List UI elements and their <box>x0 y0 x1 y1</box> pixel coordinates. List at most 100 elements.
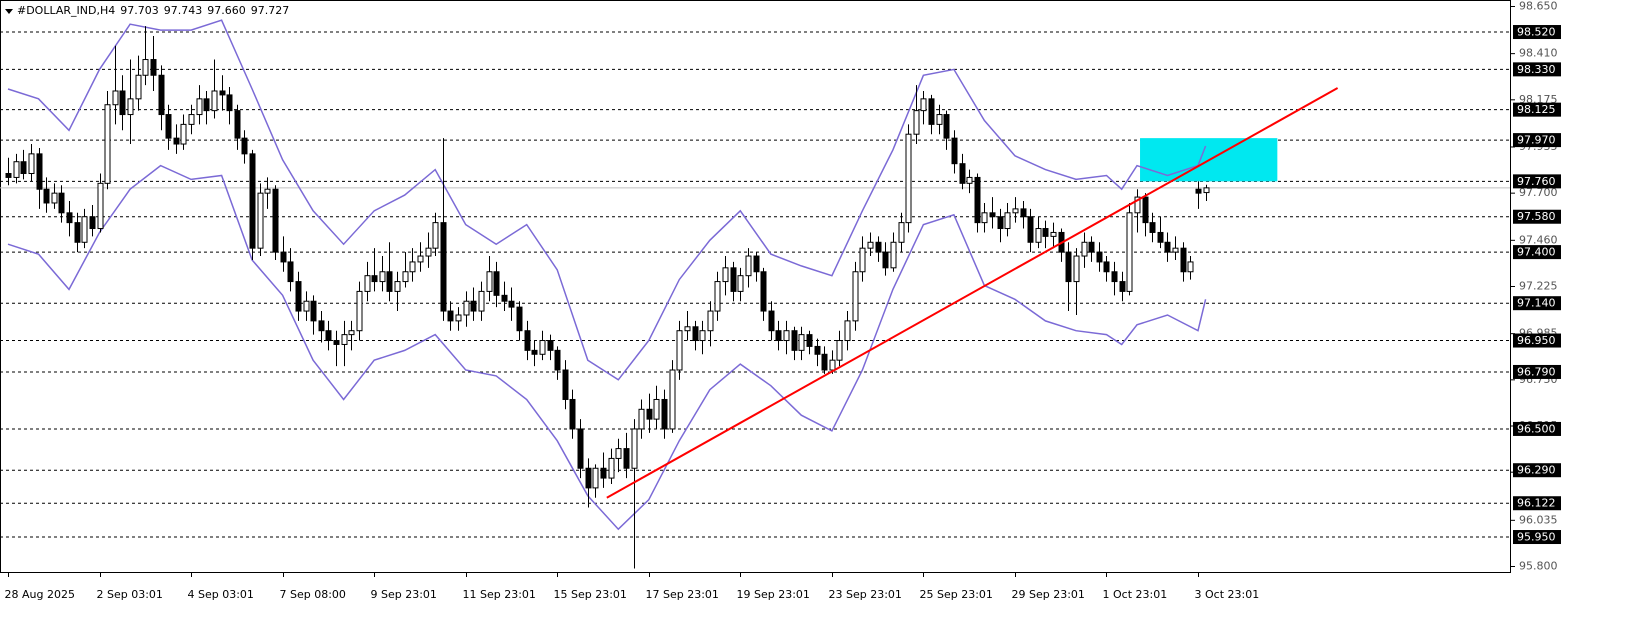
candle-body <box>173 137 180 145</box>
candle-body <box>981 212 988 224</box>
candle-body <box>234 110 241 139</box>
candle-body <box>684 326 691 332</box>
candle-body <box>203 98 210 112</box>
candle-body <box>226 94 233 112</box>
candle-body <box>440 222 447 312</box>
candle-body <box>951 137 958 165</box>
candle-body <box>20 161 27 175</box>
x-tick-label: 17 Sep 23:01 <box>646 588 719 601</box>
x-tick-label: 9 Sep 23:01 <box>371 588 437 601</box>
candle-body <box>81 216 88 243</box>
candle-body <box>783 330 790 342</box>
candle-body <box>165 114 172 139</box>
candle-body <box>142 59 149 76</box>
candle-body <box>661 398 668 430</box>
x-tick-label: 4 Sep 03:01 <box>188 588 254 601</box>
candle-body <box>737 275 744 292</box>
header-price: 97.743 <box>164 4 203 17</box>
y-tick-label: 97.225 <box>1519 279 1558 292</box>
candle-body <box>1149 222 1156 233</box>
candle-body <box>547 340 554 351</box>
level-label-box <box>1513 245 1561 260</box>
level-label: 96.500 <box>1517 422 1556 435</box>
x-tick-label: 19 Sep 23:01 <box>737 588 810 601</box>
candle-body <box>1050 231 1057 237</box>
candle-body <box>287 261 294 283</box>
candle-body <box>180 123 187 145</box>
level-label-box <box>1513 133 1561 148</box>
candle-body <box>348 330 355 336</box>
level-label-box <box>1513 25 1561 40</box>
candle-body <box>676 330 683 371</box>
candle-body <box>295 281 302 312</box>
level-label: 98.125 <box>1517 103 1556 116</box>
candle-body <box>974 176 981 224</box>
candle-body <box>859 247 866 273</box>
candle-body <box>913 110 920 135</box>
candle-body <box>867 241 874 249</box>
candle-body <box>569 398 576 430</box>
candle-body <box>638 408 645 430</box>
x-tick-label: 11 Sep 23:01 <box>463 588 536 601</box>
level-label-box <box>1513 209 1561 224</box>
x-tick-label: 23 Sep 23:01 <box>829 588 902 601</box>
candle-body <box>119 90 126 116</box>
candle-body <box>768 310 775 332</box>
candle-body <box>188 114 195 125</box>
candle-body <box>249 153 256 249</box>
level-label-box <box>1513 174 1561 189</box>
candle-body <box>997 216 1004 230</box>
candle-body <box>1172 247 1179 253</box>
candle-body <box>104 104 111 184</box>
candle-body <box>432 222 439 249</box>
level-label: 97.400 <box>1517 246 1556 259</box>
candle-body <box>379 271 386 283</box>
level-label: 97.580 <box>1517 210 1556 223</box>
x-tick-label: 3 Oct 23:01 <box>1195 588 1260 601</box>
candle-body <box>1027 216 1034 243</box>
candle-body <box>196 98 203 116</box>
candle-body <box>5 173 12 178</box>
candle-body <box>608 457 615 479</box>
level-label-box <box>1513 463 1561 478</box>
y-tick-label: 97.460 <box>1519 233 1558 246</box>
candle-body <box>310 300 317 322</box>
chart-header: #DOLLAR_IND,H4 97.703 97.743 97.660 97.727 <box>17 4 289 17</box>
candle-body <box>562 369 569 400</box>
candle-body <box>745 255 752 277</box>
candle-body <box>1081 241 1088 257</box>
level-label: 95.950 <box>1517 531 1556 544</box>
candle-body <box>852 271 859 322</box>
y-tick-label: 98.650 <box>1519 0 1558 12</box>
candle-body <box>531 349 538 355</box>
candle-body <box>730 267 737 292</box>
candle-body <box>882 251 889 269</box>
candle-body <box>1012 208 1019 214</box>
candle-body <box>364 275 371 292</box>
candle-body <box>890 241 897 269</box>
level-label: 97.760 <box>1517 175 1556 188</box>
x-tick-label: 28 Aug 2025 <box>5 588 75 601</box>
candle-body <box>158 74 165 116</box>
candle-body <box>600 467 607 479</box>
candle-body <box>394 281 401 292</box>
candle-body <box>1157 231 1164 243</box>
candle-body <box>1180 247 1187 273</box>
menu-triangle[interactable] <box>5 9 13 14</box>
candle-body <box>875 241 882 253</box>
candle-body <box>615 448 622 459</box>
candle-body <box>36 153 43 190</box>
candle-body <box>623 448 630 469</box>
y-tick-label: 98.410 <box>1519 47 1558 60</box>
candle-body <box>692 326 699 342</box>
candle-body <box>516 306 523 332</box>
candle-body <box>722 267 729 283</box>
candle-body <box>264 188 271 194</box>
candle-body <box>928 98 935 125</box>
candle-body <box>318 320 325 332</box>
candle-body <box>646 408 653 420</box>
candle-body <box>1073 255 1080 283</box>
level-label: 98.330 <box>1517 63 1556 76</box>
candle-body <box>325 330 332 342</box>
candle-body <box>539 340 546 355</box>
